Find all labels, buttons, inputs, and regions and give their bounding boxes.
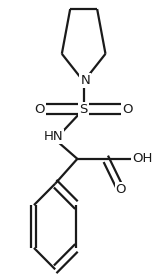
Text: N: N [80, 74, 90, 86]
Text: S: S [80, 103, 88, 116]
Text: OH: OH [132, 152, 152, 165]
Text: HN: HN [44, 130, 63, 143]
Text: O: O [123, 103, 133, 116]
Text: O: O [34, 103, 45, 116]
Text: O: O [116, 183, 126, 196]
